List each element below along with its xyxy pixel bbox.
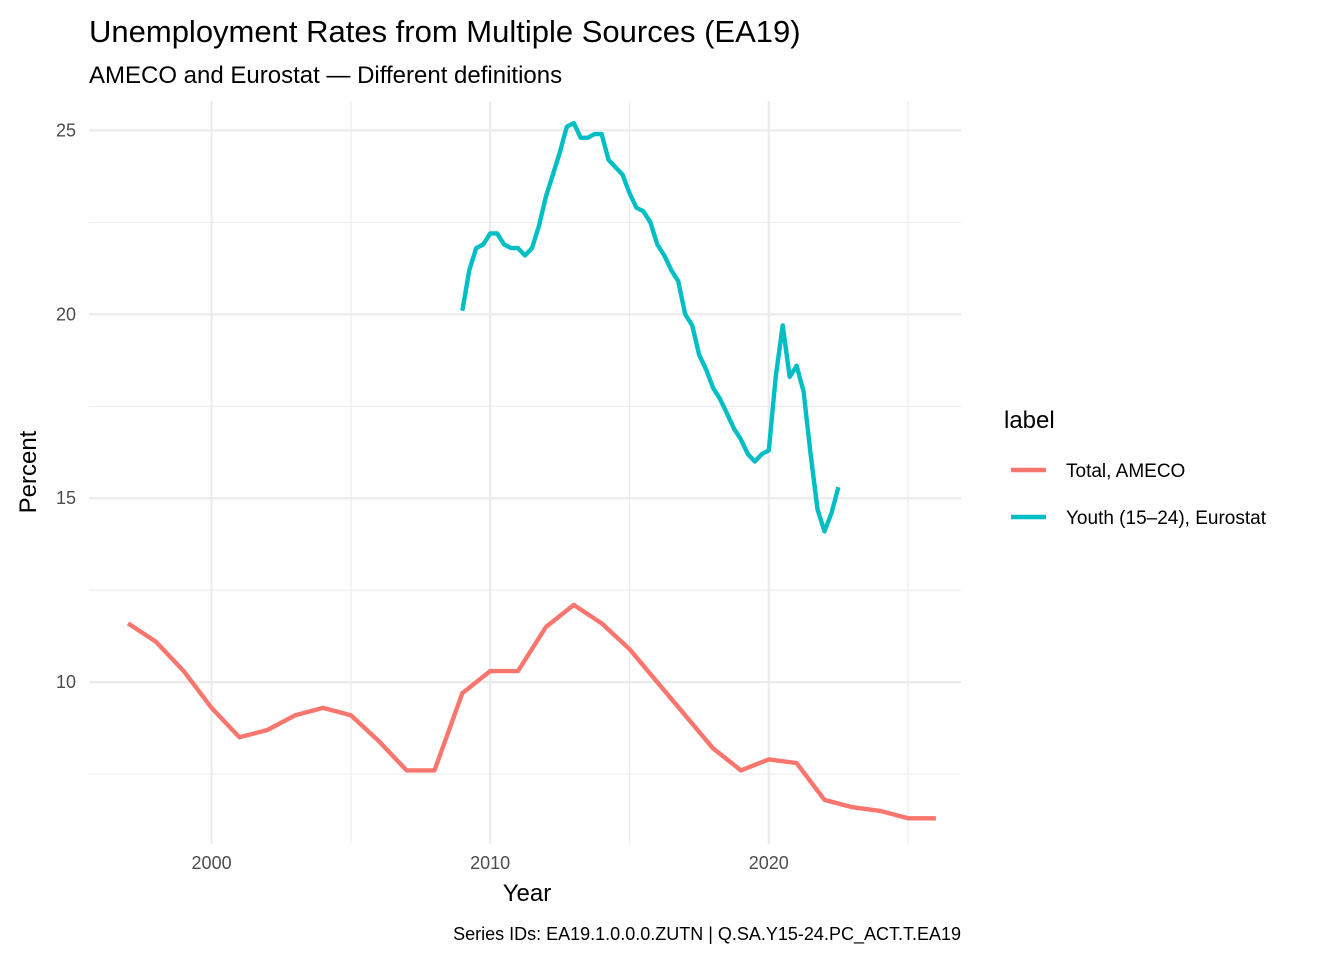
legend-label-0: Total, AMECO	[1066, 461, 1185, 482]
y-tick-label: 15	[56, 488, 76, 508]
major-gridlines	[89, 101, 961, 844]
legend-title: label	[1004, 407, 1055, 434]
y-axis-ticks: 10 15 20 25	[56, 120, 76, 692]
series-line-1	[460, 120, 841, 534]
y-tick-label: 20	[56, 304, 76, 324]
y-tick-label: 10	[56, 672, 76, 692]
minor-gridlines	[89, 101, 961, 844]
series-line-0	[126, 602, 936, 821]
x-axis-ticks: 2000 2010 2020	[192, 853, 789, 873]
chart-subtitle: AMECO and Eurostat — Different definitio…	[89, 62, 562, 89]
chart-title: Unemployment Rates from Multiple Sources…	[89, 14, 801, 49]
x-tick-label: 2010	[470, 853, 510, 873]
x-axis-title: Year	[503, 880, 552, 907]
legend-label-1: Youth (15–24), Eurostat	[1066, 508, 1267, 529]
x-tick-label: 2000	[192, 853, 232, 873]
legend: label Total, AMECO Youth (15–24), Eurosta…	[1004, 407, 1267, 529]
series-lines	[126, 120, 936, 821]
x-tick-label: 2020	[749, 853, 789, 873]
y-axis-title: Percent	[15, 430, 42, 513]
y-tick-label: 25	[56, 120, 76, 140]
chart-caption: Series IDs: EA19.1.0.0.0.ZUTN | Q.SA.Y15…	[453, 924, 961, 945]
